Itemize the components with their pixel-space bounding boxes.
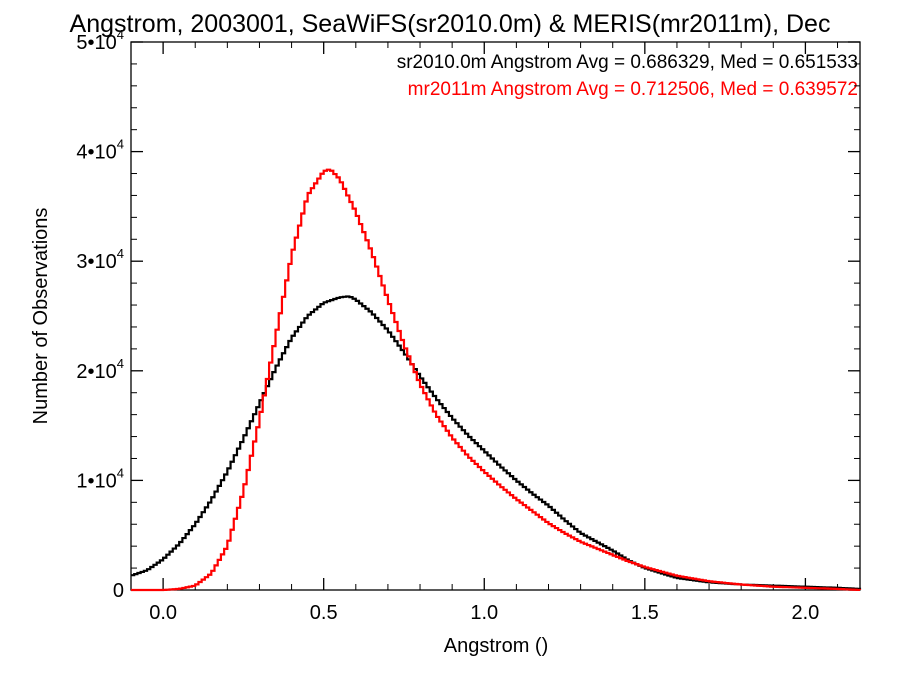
y-tick-label: 4•104 xyxy=(76,137,124,164)
annotation-series-2-stats: mr2011m Angstrom Avg = 0.712506, Med = 0… xyxy=(408,79,858,100)
x-tick-label: 0.5 xyxy=(310,602,338,624)
x-tick-label: 0.0 xyxy=(149,602,177,624)
y-tick-label: 2•104 xyxy=(76,356,124,383)
series-line-1 xyxy=(131,295,862,590)
plot-frame xyxy=(130,41,861,591)
plot-border xyxy=(130,41,861,591)
y-tick-label: 1•104 xyxy=(76,465,124,492)
y-tick-label: 3•104 xyxy=(76,246,124,273)
y-axis: 0 1•104 2•104 3•104 4•104 5•104 xyxy=(76,27,860,602)
y-tick-label: 5•104 xyxy=(76,27,124,54)
y-axis-label: Number of Observations xyxy=(30,208,52,425)
annotation-series-1-stats: sr2010.0m Angstrom Avg = 0.686329, Med =… xyxy=(397,52,858,73)
series-line-2 xyxy=(131,168,862,592)
series-layer xyxy=(131,168,862,592)
x-tick-label: 1.0 xyxy=(470,602,498,624)
y-tick-label: 0 xyxy=(113,580,124,602)
x-tick-label: 2.0 xyxy=(791,602,819,624)
x-axis-label: Angstrom () xyxy=(444,635,548,657)
chart-title: Angstrom, 2003001, SeaWiFS(sr2010.0m) & … xyxy=(70,10,831,38)
x-axis: 0.0 0.5 1.0 1.5 2.0 xyxy=(130,42,839,624)
x-tick-label: 1.5 xyxy=(631,602,659,624)
